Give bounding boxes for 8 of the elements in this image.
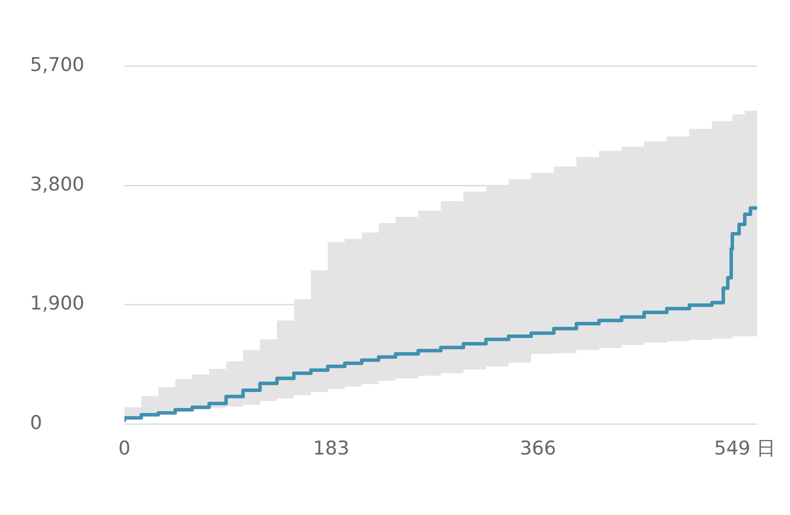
x-tick-label: 0 <box>118 438 130 460</box>
x-tick-label: 183 <box>313 438 350 460</box>
y-tick-label: 1,900 <box>30 292 84 315</box>
x-tick-label: 366 <box>520 438 556 460</box>
x-tick-label: 549 日 <box>714 438 776 460</box>
y-tick-label: 5,700 <box>30 54 84 76</box>
y-tick-label: 3,800 <box>30 173 84 196</box>
y-tick-label: 0 <box>30 412 42 434</box>
